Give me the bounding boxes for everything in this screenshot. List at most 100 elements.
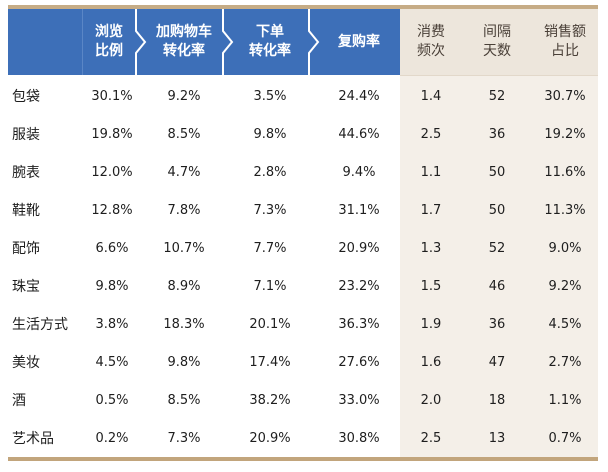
cell-frequency: 2.5: [420, 126, 442, 142]
cell-cart-conversion: 10.7%: [163, 240, 205, 256]
header-funnel-band: [8, 9, 400, 75]
cell-browse-ratio: 3.8%: [95, 316, 129, 332]
table-row: 服装 19.8% 8.5% 9.8% 44.6% 2.5 36 19.2%: [8, 115, 598, 153]
header-line: 占比: [551, 43, 579, 59]
header-behavior-band: [400, 9, 598, 76]
table-row: 鞋靴 12.8% 7.8% 7.3% 31.1% 1.7 50 11.3%: [8, 191, 598, 229]
cell-frequency: 1.6: [420, 354, 442, 370]
header-line: 加购物车: [156, 24, 212, 40]
cell-sales-share: 1.1%: [548, 392, 582, 408]
cell-category: 腕表: [12, 165, 40, 181]
cell-frequency: 2.0: [420, 392, 442, 408]
cell-sales-share: 9.0%: [548, 240, 582, 256]
cell-frequency: 1.4: [420, 88, 442, 104]
cell-frequency: 1.9: [420, 316, 442, 332]
cell-cart-conversion: 8.9%: [167, 278, 201, 294]
cell-order-conversion: 3.5%: [253, 88, 287, 104]
cell-cart-conversion: 4.7%: [167, 164, 201, 180]
cell-order-conversion: 7.3%: [253, 202, 287, 218]
top-gold-rule: [8, 5, 598, 9]
table-row: 艺术品 0.2% 7.3% 20.9% 30.8% 2.5 13 0.7%: [8, 419, 598, 457]
cell-interval-days: 18: [488, 392, 506, 408]
cell-repurchase-rate: 27.6%: [338, 354, 380, 370]
cell-sales-share: 0.7%: [548, 430, 582, 446]
cell-interval-days: 52: [488, 240, 506, 256]
cell-sales-share: 4.5%: [548, 316, 582, 332]
header-line: 复购率: [338, 33, 380, 50]
header-frequency: 消费 频次: [400, 9, 462, 75]
cell-category: 鞋靴: [12, 203, 40, 219]
header-cart-conversion: 加购物车 转化率: [144, 9, 224, 75]
header-line: 浏览: [95, 24, 123, 40]
cell-browse-ratio: 6.6%: [95, 240, 129, 256]
header-line: 天数: [483, 43, 511, 59]
cell-order-conversion: 20.1%: [249, 316, 291, 332]
cell-browse-ratio: 0.2%: [95, 430, 129, 446]
category-metrics-table: 浏览比例 加购物车转化率 下单 转化率 复购率 消费频次 间隔天数 销售额占比 包…: [8, 5, 598, 465]
header-line: 比例: [95, 43, 123, 59]
header-sales-share: 销售额 占比: [532, 9, 598, 75]
cell-category: 生活方式: [12, 317, 68, 333]
cell-interval-days: 36: [488, 316, 506, 332]
header-divider: [82, 9, 83, 75]
cell-sales-share: 30.7%: [544, 88, 586, 104]
cell-category: 酒: [12, 393, 26, 409]
table-row: 酒 0.5% 8.5% 38.2% 33.0% 2.0 18 1.1%: [8, 381, 598, 419]
cell-sales-share: 19.2%: [544, 126, 586, 142]
chevron-separator-icon: [222, 9, 234, 75]
cell-repurchase-rate: 36.3%: [338, 316, 380, 332]
cell-interval-days: 13: [488, 430, 506, 446]
cell-order-conversion: 20.9%: [249, 430, 291, 446]
header-line: 间隔: [483, 24, 511, 40]
cell-browse-ratio: 12.8%: [91, 202, 133, 218]
header-line: 转化率: [163, 43, 205, 59]
cell-frequency: 1.3: [420, 240, 442, 256]
cell-order-conversion: 7.1%: [253, 278, 287, 294]
cell-interval-days: 52: [488, 88, 506, 104]
cell-cart-conversion: 18.3%: [163, 316, 205, 332]
cell-browse-ratio: 9.8%: [95, 278, 129, 294]
cell-browse-ratio: 0.5%: [95, 392, 129, 408]
cell-browse-ratio: 4.5%: [95, 354, 129, 370]
cell-category: 服装: [12, 127, 40, 143]
cell-repurchase-rate: 24.4%: [338, 88, 380, 104]
cell-interval-days: 47: [488, 354, 506, 370]
cell-category: 配饰: [12, 241, 40, 257]
cell-sales-share: 2.7%: [548, 354, 582, 370]
table-row: 包袋 30.1% 9.2% 3.5% 24.4% 1.4 52 30.7%: [8, 77, 598, 115]
cell-sales-share: 11.6%: [544, 164, 586, 180]
cell-repurchase-rate: 20.9%: [338, 240, 380, 256]
cell-interval-days: 46: [488, 278, 506, 294]
table-row: 生活方式 3.8% 18.3% 20.1% 36.3% 1.9 36 4.5%: [8, 305, 598, 343]
cell-cart-conversion: 9.2%: [167, 88, 201, 104]
cell-interval-days: 50: [488, 164, 506, 180]
table-row: 珠宝 9.8% 8.9% 7.1% 23.2% 1.5 46 9.2%: [8, 267, 598, 305]
cell-cart-conversion: 7.3%: [167, 430, 201, 446]
chevron-separator-icon: [135, 9, 147, 75]
cell-interval-days: 50: [488, 202, 506, 218]
cell-category: 包袋: [12, 89, 40, 105]
cell-sales-share: 9.2%: [548, 278, 582, 294]
cell-cart-conversion: 7.8%: [167, 202, 201, 218]
table-row: 美妆 4.5% 9.8% 17.4% 27.6% 1.6 47 2.7%: [8, 343, 598, 381]
header-browse-ratio: 浏览 比例: [82, 9, 136, 75]
cell-interval-days: 36: [488, 126, 506, 142]
header-line: 消费: [417, 24, 445, 40]
cell-repurchase-rate: 31.1%: [338, 202, 380, 218]
cell-category: 美妆: [12, 355, 40, 371]
cell-frequency: 1.5: [420, 278, 442, 294]
beige-column-group-background: [400, 9, 598, 461]
cell-repurchase-rate: 44.6%: [338, 126, 380, 142]
cell-order-conversion: 38.2%: [249, 392, 291, 408]
table-row: 配饰 6.6% 10.7% 7.7% 20.9% 1.3 52 9.0%: [8, 229, 598, 267]
cell-category: 艺术品: [12, 431, 54, 447]
table-row: 腕表 12.0% 4.7% 2.8% 9.4% 1.1 50 11.6%: [8, 153, 598, 191]
cell-frequency: 1.1: [420, 164, 442, 180]
header-line: 销售额: [544, 24, 586, 40]
header-line: 频次: [417, 43, 445, 59]
cell-cart-conversion: 8.5%: [167, 126, 201, 142]
cell-category: 珠宝: [12, 279, 40, 295]
cell-repurchase-rate: 33.0%: [338, 392, 380, 408]
cell-order-conversion: 17.4%: [249, 354, 291, 370]
header-order-conversion: 下单 转化率: [230, 9, 310, 75]
